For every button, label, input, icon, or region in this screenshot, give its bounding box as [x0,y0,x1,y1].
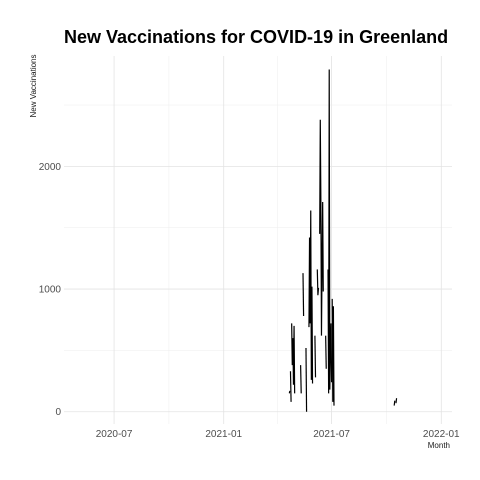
grid-lines [64,56,452,424]
x-axis-label: Month [428,441,450,450]
series-line-segment [314,335,317,378]
series-line-segment [288,390,291,394]
y-tick-label: 1000 [39,285,62,296]
x-tick-label: 2021-01 [205,429,242,440]
y-axis-ticks: 0 1000 2000 [39,162,62,418]
series-line-segment [289,371,292,402]
series-line-segment [331,298,335,406]
series-line-segment [305,347,308,412]
y-tick-label: 2000 [39,162,62,173]
series-layer [288,69,398,412]
x-tick-label: 2020-07 [96,429,133,440]
series-line-segment [302,273,305,317]
y-axis-label: New Vaccinations [29,55,38,118]
series-line-segment [327,69,333,394]
series-line-segment [325,335,327,369]
chart-title: New Vaccinations for COVID-19 in Greenla… [64,27,448,47]
series-line-segment [319,119,324,336]
series-line-segment [395,398,398,404]
series-line-segment [308,210,314,384]
series-line-segment [291,323,296,394]
series-line-segment [316,269,320,296]
y-tick-label: 0 [55,407,61,418]
series-line-segment [393,400,396,406]
series-line-segment [300,365,302,394]
x-tick-label: 2021-07 [313,429,350,440]
x-axis-ticks: 2020-07 2021-01 2021-07 2022-01 [96,429,460,440]
x-tick-label: 2022-01 [423,429,460,440]
